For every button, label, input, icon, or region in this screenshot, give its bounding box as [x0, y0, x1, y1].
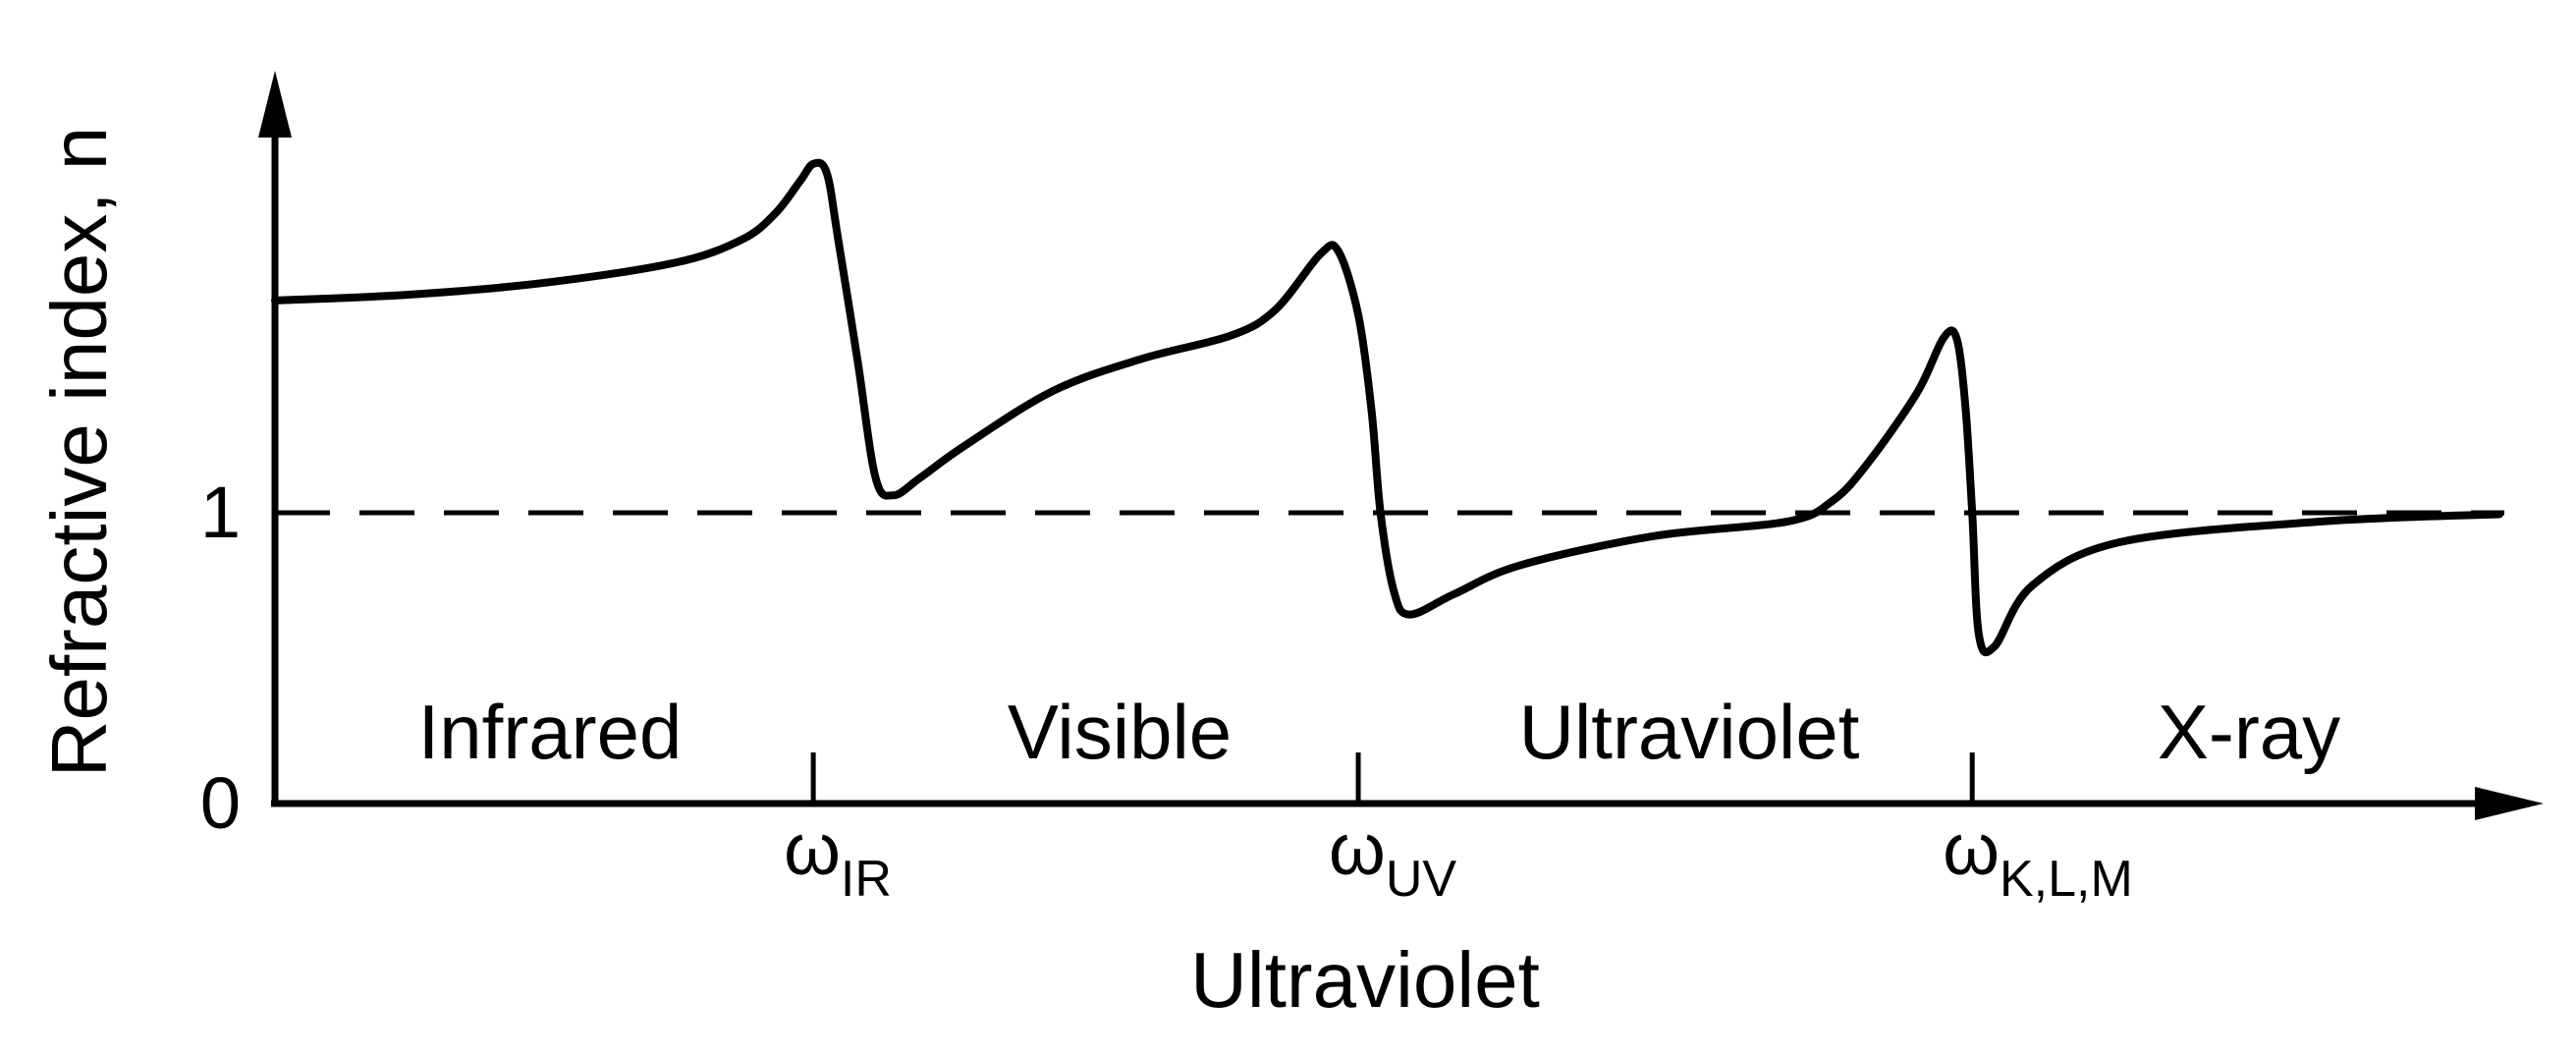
y-tick-label-0: 0 [200, 762, 241, 844]
x-tick-label-omega-ir: ωIR [784, 808, 892, 908]
x-tick-label-omega-klm: ωK,L,M [1943, 808, 2133, 908]
x-tick-subscript: K,L,M [2000, 851, 2133, 908]
x-axis-arrowhead [2475, 787, 2544, 820]
x-tick-subscript: IR [841, 851, 892, 908]
x-axis-title: Ultraviolet [1190, 936, 1540, 1024]
x-tick-symbol: ω [1329, 808, 1386, 890]
x-tick-label-omega-uv: ωUV [1329, 808, 1456, 908]
x-tick-marks [810, 752, 1975, 804]
y-tick-label-1: 1 [200, 472, 241, 553]
series-line-refractive-index [271, 158, 2503, 657]
region-label-ultraviolet: Ultraviolet [1519, 689, 1860, 775]
y-axis-title: Refractive index, n [35, 127, 123, 778]
x-tick-subscript: UV [1386, 851, 1457, 908]
y-axis-arrowhead [258, 71, 292, 138]
region-label-infrared: Infrared [418, 689, 683, 775]
x-tick-symbol: ω [784, 808, 841, 890]
region-label-x-ray: X-ray [2158, 689, 2340, 775]
region-label-visible: Visible [1008, 689, 1232, 775]
x-tick-symbol: ω [1943, 808, 2000, 890]
